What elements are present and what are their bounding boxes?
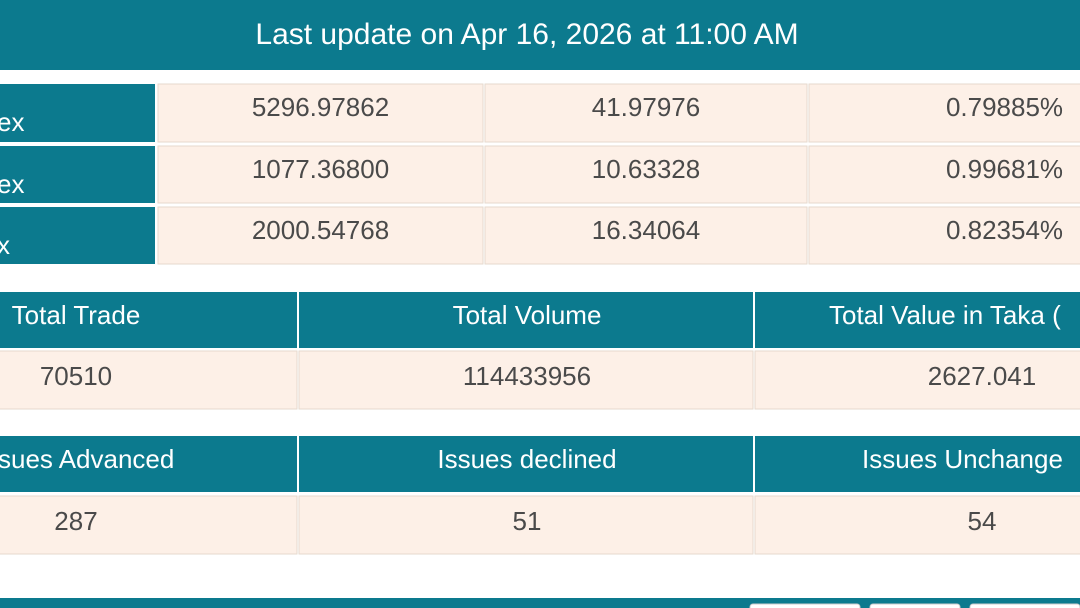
data-cell — [0, 495, 298, 555]
index-cell — [484, 206, 808, 265]
index-value: 10.63328 — [592, 154, 700, 184]
index-value: 2000.54768 — [252, 215, 389, 245]
button[interactable] — [869, 603, 961, 608]
column-header: Issues Unchange — [862, 444, 1063, 474]
index-cell — [157, 83, 484, 143]
index-value: 5296.97862 — [252, 92, 389, 122]
header-cell — [299, 292, 753, 348]
index-value: 1077.36800 — [252, 154, 389, 184]
data-cell — [298, 350, 754, 410]
header-cell — [0, 292, 297, 348]
index-name: ex — [0, 169, 24, 199]
index-label-cell — [0, 84, 155, 142]
data-cell — [754, 495, 1080, 555]
column-header: Issues declined — [437, 444, 616, 474]
cell-value: 114433956 — [463, 361, 591, 391]
column-header: Total Trade — [12, 300, 141, 330]
data-cell — [0, 350, 298, 410]
column-header: Total Value in Taka ( — [829, 300, 1061, 330]
index-name: ex — [0, 107, 24, 137]
last-update: Last update on Apr 16, 2026 at 11:00 AM — [255, 18, 798, 51]
index-cell — [157, 145, 484, 204]
index-value: 0.79885% — [946, 92, 1063, 122]
cell-value: 51 — [513, 506, 542, 536]
cell-value: 70510 — [40, 361, 112, 391]
cell-value: 287 — [54, 506, 97, 536]
index-cell — [808, 145, 1080, 204]
index-cell — [484, 145, 808, 204]
header-cell — [755, 436, 1080, 492]
index-cell — [808, 83, 1080, 143]
column-header: sues Advanced — [0, 444, 174, 474]
column-header: Total Volume — [453, 300, 602, 330]
header-cell — [0, 436, 297, 492]
button[interactable] — [969, 603, 1080, 608]
data-cell — [298, 495, 754, 555]
cell-value: 2627.041 — [928, 361, 1036, 391]
footer-bar — [0, 598, 1080, 608]
header-cell — [755, 292, 1080, 348]
index-name: x — [0, 230, 10, 260]
index-cell — [157, 206, 484, 265]
index-cell — [808, 206, 1080, 265]
header-bar — [0, 0, 1080, 70]
data-cell — [754, 350, 1080, 410]
header-cell — [299, 436, 753, 492]
index-cell — [484, 83, 808, 143]
button[interactable] — [749, 603, 861, 608]
index-label-cell — [0, 146, 155, 203]
index-label-cell — [0, 207, 155, 264]
index-value: 16.34064 — [592, 215, 700, 245]
index-value: 0.99681% — [946, 154, 1063, 184]
index-value: 41.97976 — [592, 92, 700, 122]
index-value: 0.82354% — [946, 215, 1063, 245]
cell-value: 54 — [968, 506, 997, 536]
